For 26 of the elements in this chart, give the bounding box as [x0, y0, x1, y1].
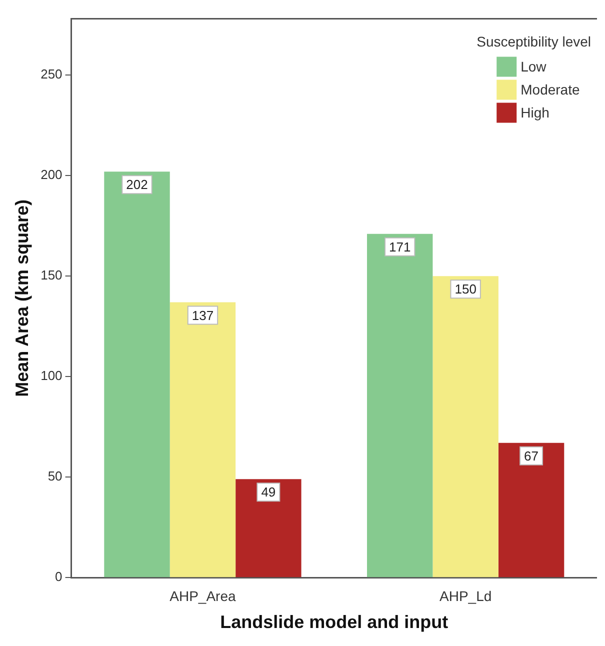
- bar: [170, 302, 236, 578]
- legend-label: High: [520, 104, 550, 121]
- data-label: 67: [524, 448, 539, 464]
- bar: [498, 442, 564, 578]
- data-label: 150: [454, 282, 476, 297]
- legend-title: Susceptibility level: [476, 34, 592, 50]
- bar: [104, 172, 170, 578]
- x-tick-label: AHP_Area: [170, 588, 236, 604]
- x-tick-label: AHP_Ld: [439, 588, 492, 604]
- bar: [236, 479, 302, 578]
- legend-label: Low: [520, 58, 548, 75]
- y-tick-label: 200: [40, 167, 62, 182]
- data-label: 202: [126, 177, 148, 192]
- y-tick-label: 50: [48, 468, 62, 484]
- y-axis-title: Mean Area (km square): [12, 199, 32, 397]
- x-axis-title: Landslide model and input: [220, 612, 448, 632]
- y-tick-label: 100: [40, 368, 62, 384]
- y-tick-label: 0: [55, 569, 62, 584]
- data-label: 171: [389, 239, 411, 254]
- bar: [367, 234, 433, 578]
- data-label: 137: [192, 308, 214, 323]
- legend-label: Moderate: [520, 82, 580, 98]
- y-tick-label: 150: [40, 268, 62, 283]
- bar: [432, 276, 498, 578]
- y-tick-label: 250: [40, 66, 62, 82]
- data-label: 49: [261, 484, 276, 500]
